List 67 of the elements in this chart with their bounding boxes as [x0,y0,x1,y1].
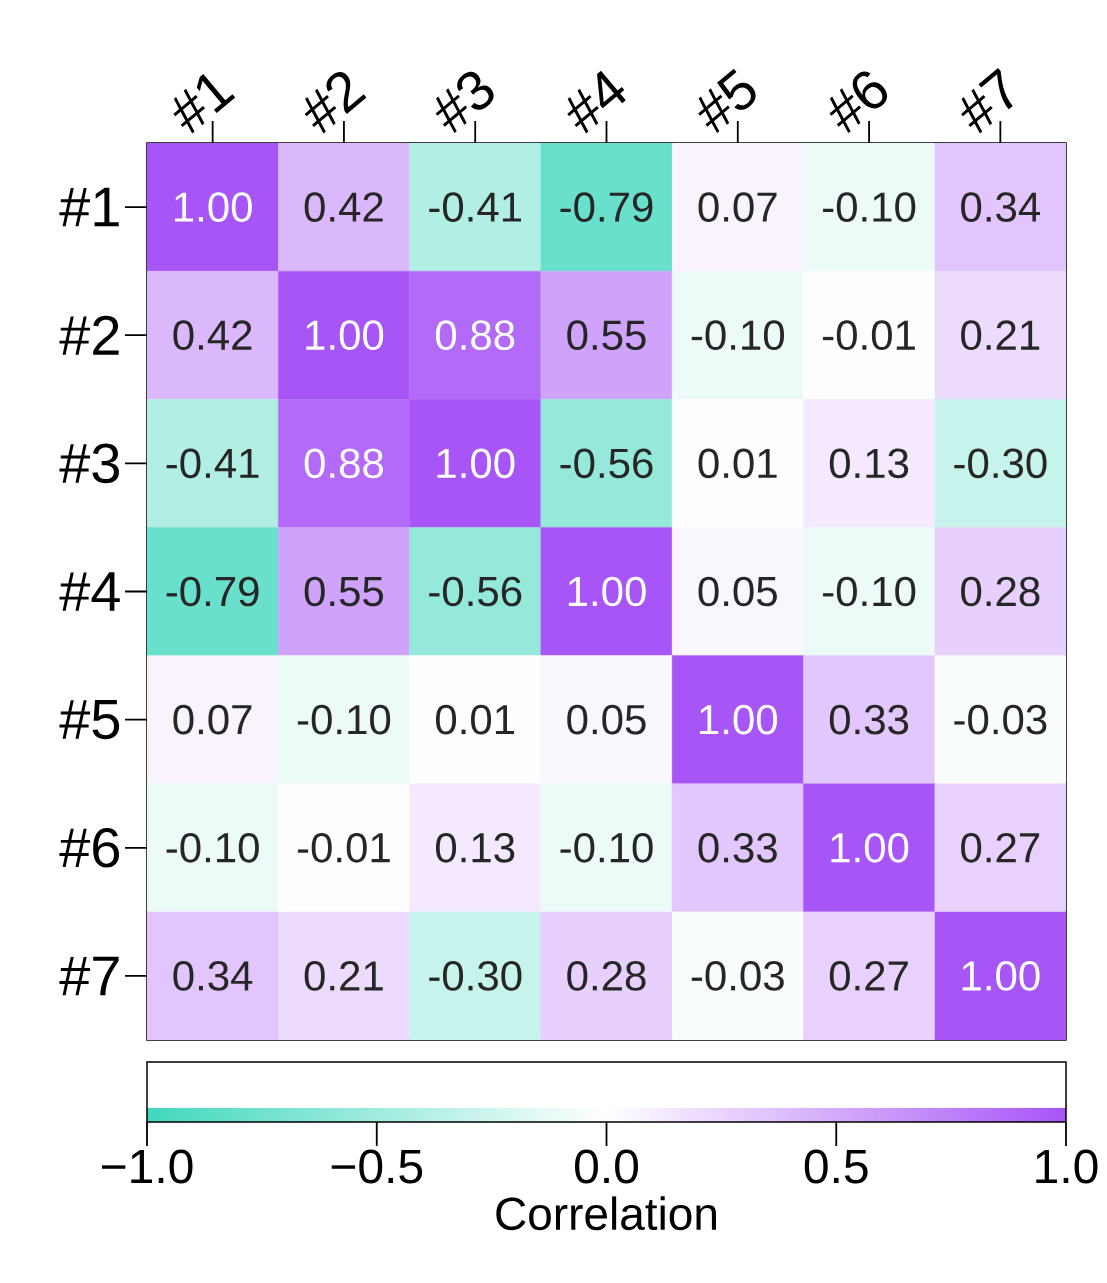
x-tick-label: #4 [567,70,626,134]
data-label: -0.10 [823,192,916,222]
data-label: -0.10 [166,832,259,863]
color-bar-title: Correlation [496,1196,716,1231]
y-tick-label: #6 [59,827,119,868]
data-label: 0.34 [173,961,253,991]
data-label: -0.79 [560,192,653,222]
data-label: -0.10 [297,704,391,735]
y-tick-label: #2 [59,315,119,355]
data-label: 0.07 [698,192,777,222]
x-tick-label: #2 [304,72,367,134]
data-label: 1.00 [700,704,778,735]
y-tick-label: #3 [59,443,119,484]
data-label: -0.10 [560,832,653,863]
data-label: -0.30 [954,448,1047,479]
color-bar-label: 0.5 [804,1149,868,1184]
data-label: 0.55 [304,576,384,607]
data-label: -0.10 [823,576,916,607]
x-tick-label: #3 [435,71,494,134]
data-label: -0.41 [166,448,259,479]
x-tick-label: #5 [698,68,756,134]
color-bar-label: −0.5 [331,1149,423,1184]
data-label: 0.55 [567,320,646,351]
y-tick-label: #7 [59,956,119,996]
data-label: -0.79 [166,576,259,607]
data-label: 0.88 [435,320,515,351]
data-label: 1.00 [568,576,646,607]
data-label: 1.00 [962,961,1040,991]
data-label: 1.00 [174,192,252,222]
data-label: 1.00 [831,832,909,863]
data-label: 0.28 [567,961,646,991]
color-bar-label: −1.0 [101,1149,193,1184]
data-label: -0.30 [429,961,522,991]
data-label: 0.21 [304,961,383,991]
data-label: 0.05 [698,576,777,607]
y-tick-label: #1 [59,187,119,227]
x-tick-label: #6 [829,71,888,134]
y-tick-label: #5 [59,700,120,740]
data-label: 0.88 [304,448,383,479]
data-label: 0.42 [304,192,383,222]
data-label: 0.01 [698,448,777,479]
data-label: -0.03 [954,704,1047,735]
data-label: -0.56 [560,448,653,479]
data-label: 0.33 [698,832,777,863]
data-label: 0.27 [961,832,1040,863]
data-label: 0.21 [961,320,1040,351]
x-tick-label: #1 [173,73,236,134]
data-label: 1.00 [306,320,384,351]
data-label: 0.28 [961,576,1040,607]
y-tick-label: #4 [59,572,120,611]
color-bar-label: 1.0 [1036,1149,1098,1184]
data-label: -0.01 [823,320,915,351]
data-label: 0.05 [567,704,646,735]
data-label: 0.01 [435,704,515,735]
data-label: 0.34 [961,192,1040,222]
data-label: -0.10 [691,320,784,351]
data-label: 0.13 [829,448,909,479]
data-label: -0.56 [429,576,522,607]
data-label: 0.33 [829,704,909,735]
data-label: 0.13 [435,832,515,863]
data-label: 1.00 [437,448,515,479]
x-tick-label: #7 [961,68,1013,134]
data-label: 0.07 [173,704,252,735]
data-label: -0.03 [691,961,784,991]
color-bar-label: 0.0 [575,1149,638,1184]
data-label: 0.27 [829,961,908,991]
data-label: -0.01 [297,832,390,863]
